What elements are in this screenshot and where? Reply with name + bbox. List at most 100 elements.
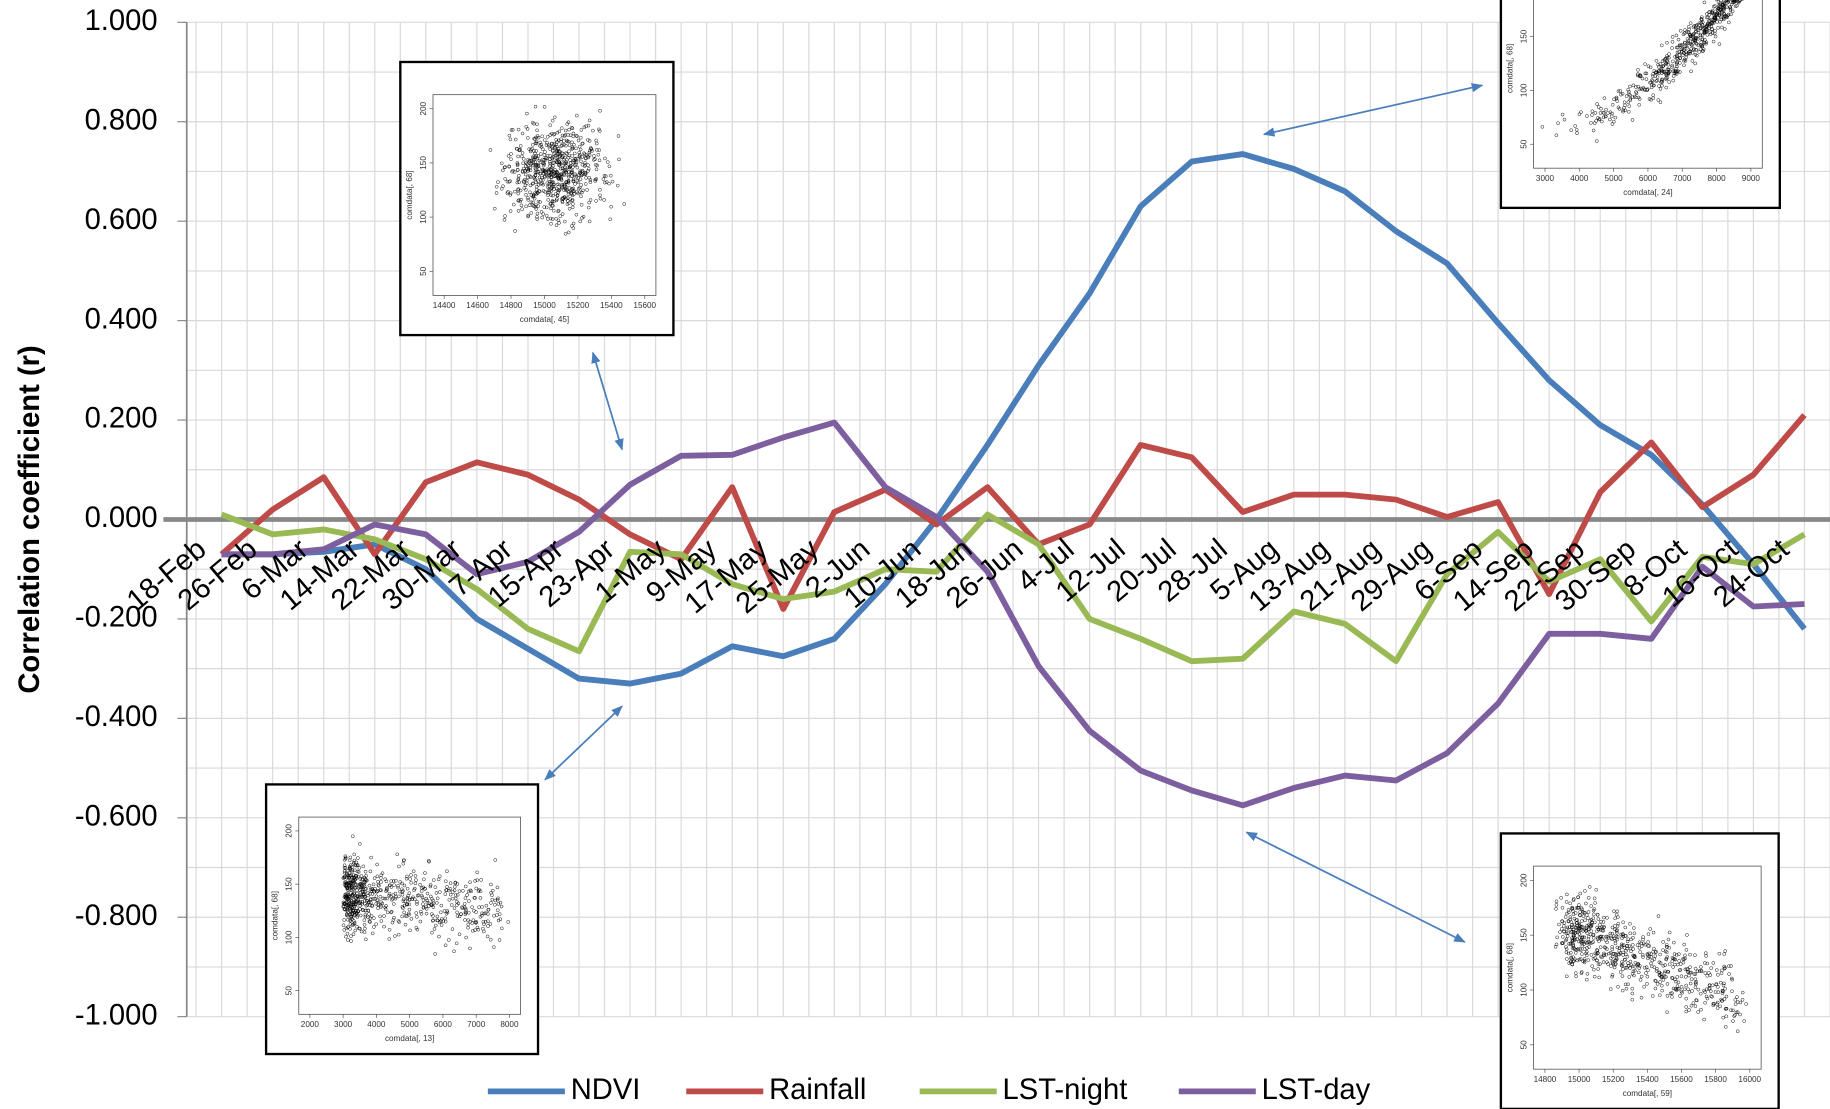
inset-dot bbox=[1661, 940, 1665, 944]
inset-dot bbox=[485, 934, 490, 939]
inset-dot bbox=[1576, 895, 1580, 899]
inset-dot bbox=[1569, 128, 1573, 132]
inset-dot bbox=[449, 903, 454, 907]
inset-dot bbox=[357, 866, 362, 870]
inset-dot bbox=[451, 890, 455, 894]
inset-dot bbox=[1637, 970, 1641, 975]
inset-dot bbox=[1619, 932, 1623, 937]
inset-dot bbox=[1634, 91, 1639, 95]
inset-dot bbox=[1661, 964, 1666, 968]
inset-dot bbox=[571, 179, 576, 184]
inset-dot bbox=[459, 912, 463, 916]
inset-dot bbox=[426, 901, 431, 905]
inset-dot bbox=[1744, 1002, 1748, 1006]
inset-dot bbox=[1701, 47, 1706, 52]
inset-dot bbox=[583, 160, 587, 165]
arrow bbox=[1262, 83, 1484, 137]
inset-dot bbox=[478, 896, 483, 900]
inset-dot bbox=[552, 161, 556, 165]
inset-dot bbox=[350, 869, 354, 874]
inset-dot bbox=[1564, 931, 1569, 936]
inset-dot bbox=[530, 147, 534, 151]
inset-dot bbox=[1697, 50, 1701, 54]
inset-dot bbox=[1714, 0, 1719, 2]
inset-dot bbox=[404, 876, 409, 881]
inset-dot bbox=[509, 157, 513, 161]
inset-dot bbox=[1671, 956, 1676, 961]
inset-dot bbox=[526, 198, 530, 202]
inset-dot bbox=[603, 180, 607, 185]
inset-dot bbox=[397, 920, 402, 924]
inset-dot bbox=[359, 874, 364, 878]
inset-dot bbox=[598, 196, 603, 201]
inset-dot bbox=[421, 905, 426, 910]
inset-dot bbox=[574, 212, 579, 217]
inset-dot bbox=[1577, 932, 1582, 936]
inset-dot bbox=[1642, 965, 1647, 970]
inset-dot bbox=[360, 907, 365, 912]
inset-dot bbox=[1626, 100, 1631, 104]
inset-dot bbox=[1620, 936, 1624, 940]
inset-dot bbox=[1682, 31, 1687, 35]
inset-dot bbox=[1705, 996, 1710, 1001]
inset-dot bbox=[1630, 95, 1635, 100]
inset-dot bbox=[542, 105, 547, 109]
inset-dot bbox=[1671, 59, 1675, 64]
inset-dot bbox=[1643, 62, 1647, 66]
inset-dot bbox=[383, 896, 387, 901]
inset-dot bbox=[536, 135, 541, 140]
inset-dot bbox=[455, 893, 460, 897]
inset-dot bbox=[1672, 940, 1676, 945]
inset-dot bbox=[554, 159, 559, 163]
inset-dot bbox=[597, 158, 602, 163]
inset-dot bbox=[428, 883, 433, 887]
inset-dot bbox=[1560, 941, 1564, 945]
inset-dot bbox=[535, 211, 540, 216]
inset-dot bbox=[1599, 919, 1603, 924]
inset-dot bbox=[352, 921, 357, 926]
arrow bbox=[591, 351, 624, 451]
inset-dot bbox=[411, 869, 416, 873]
inset-dot bbox=[1682, 942, 1686, 947]
inset-dot bbox=[1598, 928, 1603, 932]
inset-dot bbox=[1615, 930, 1619, 935]
inset-dot bbox=[1681, 957, 1685, 961]
inset-dot bbox=[525, 111, 529, 116]
inset-dot bbox=[1697, 23, 1701, 27]
inset-dot bbox=[566, 173, 571, 178]
inset-dot bbox=[445, 910, 450, 915]
inset-dot bbox=[1637, 103, 1641, 107]
inset-dot bbox=[397, 864, 401, 869]
inset-dot bbox=[348, 879, 352, 884]
inset-dot bbox=[1673, 957, 1678, 962]
inset-dot bbox=[1683, 975, 1688, 979]
inset-dot bbox=[548, 147, 552, 151]
inset-dot bbox=[556, 182, 561, 187]
inset-dot bbox=[1713, 34, 1718, 39]
inset-dot bbox=[1639, 944, 1644, 948]
inset-dot bbox=[349, 934, 353, 938]
inset-dot bbox=[1574, 974, 1578, 979]
inset-dot bbox=[559, 144, 564, 148]
inset-dot bbox=[1631, 969, 1636, 974]
inset-dot bbox=[1554, 133, 1559, 137]
inset-dot bbox=[1610, 937, 1614, 941]
series-line bbox=[220, 511, 1806, 665]
inset-dot bbox=[428, 884, 433, 889]
inset-dot bbox=[1722, 6, 1726, 11]
inset-dot bbox=[443, 919, 448, 924]
inset-dot bbox=[1683, 59, 1688, 63]
inset-dot bbox=[380, 871, 385, 875]
inset-dot bbox=[1631, 947, 1635, 951]
inset-dot bbox=[439, 910, 443, 915]
inset-dot bbox=[1646, 64, 1651, 69]
inset-dot bbox=[561, 164, 565, 168]
inset-dot bbox=[1660, 983, 1664, 988]
inset-dot bbox=[1721, 15, 1726, 19]
inset-x-tick-label: 15800 bbox=[1704, 1075, 1727, 1084]
inset-dot bbox=[1569, 950, 1573, 955]
inset-dot bbox=[586, 167, 591, 171]
inset-dot bbox=[550, 203, 554, 208]
inset-dot bbox=[1560, 112, 1565, 117]
inset-dot bbox=[374, 922, 378, 926]
